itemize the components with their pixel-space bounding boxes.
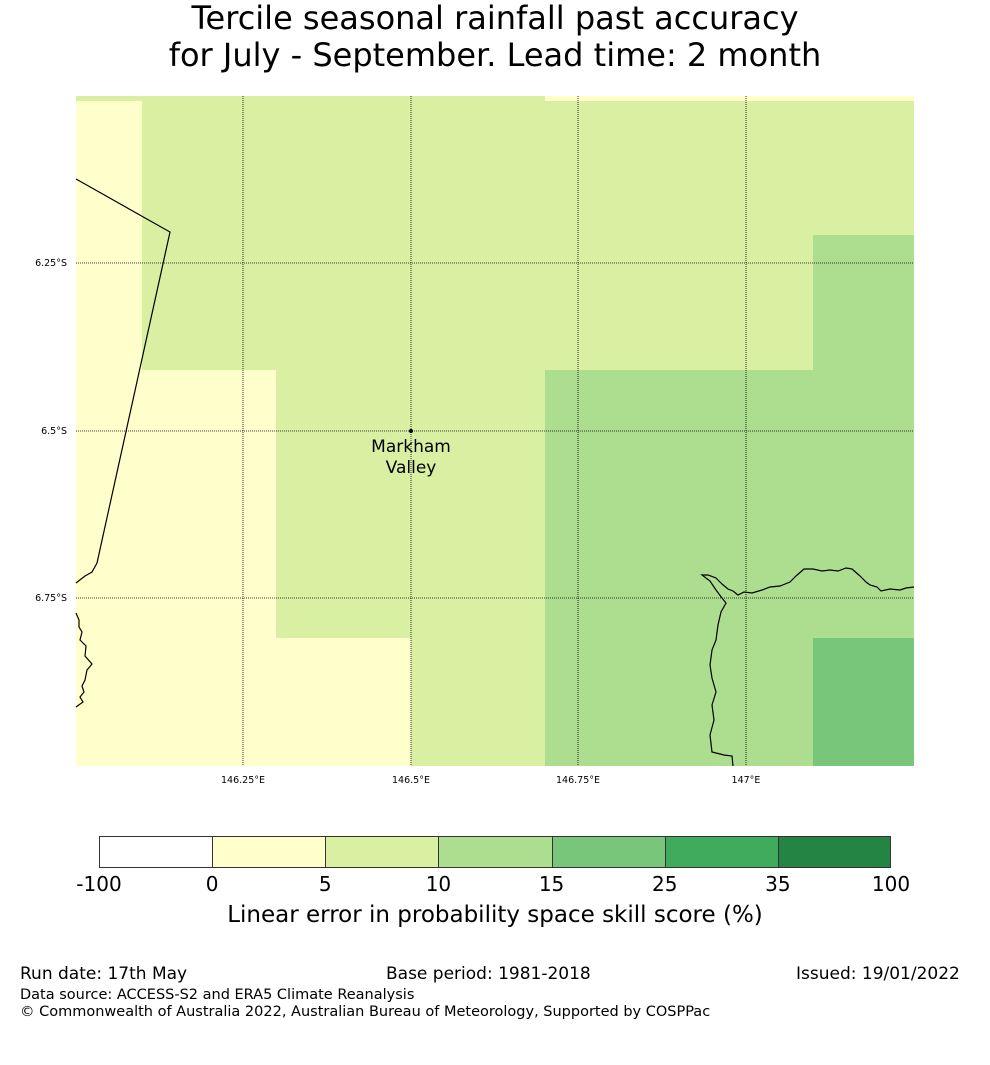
colorbar-tick-label: 15 — [538, 872, 565, 896]
title-line-1: Tercile seasonal rainfall past accuracy — [191, 0, 799, 37]
skill-cell — [142, 96, 276, 235]
skill-cell — [276, 370, 411, 504]
skill-map: Markham Valley 146.25°E 146.5°E 146.75°E 14… — [35, 96, 915, 786]
colorbar-tick-label: 5 — [318, 872, 332, 896]
skill-cell-edge — [76, 96, 142, 101]
colorbar-swatch — [664, 836, 778, 868]
skill-cell — [545, 504, 679, 638]
latitude-tick-label: 6.25°S — [35, 258, 67, 269]
longitude-tick-label: 146.75°E — [556, 775, 600, 786]
skill-cell — [76, 96, 142, 235]
skill-cell — [679, 96, 813, 235]
colorbar-tick-label: 35 — [765, 872, 791, 896]
coastline — [75, 178, 915, 767]
skill-cell — [76, 235, 142, 370]
run-date: Run date: 17th May — [20, 964, 188, 984]
location-marker: Markham Valley — [371, 429, 451, 478]
skill-cell — [813, 370, 914, 504]
skill-cell — [545, 638, 679, 766]
colorbar-tick-label: 10 — [425, 872, 452, 896]
title-line-2: for July - September. Lead time: 2 month — [168, 36, 822, 74]
skill-cell — [276, 235, 411, 370]
skill-cell — [142, 370, 276, 504]
axis-tick-labels: 146.25°E 146.5°E 146.75°E 147°E 6.25°S 6.5°S 6… — [35, 258, 760, 786]
colorbar-tick-label: 100 — [871, 872, 911, 896]
location-label-line-1: Markham — [371, 437, 451, 457]
skill-cell — [142, 504, 276, 638]
latitude-tick-label: 6.75°S — [35, 593, 67, 604]
skill-cell — [276, 638, 411, 766]
skill-cell — [545, 370, 679, 504]
skill-cell — [813, 96, 914, 235]
longitude-tick-label: 146.5°E — [392, 775, 430, 786]
colorbar-swatch — [212, 836, 326, 868]
skill-cell — [545, 96, 679, 235]
longitude-tick-label: 147°E — [732, 775, 761, 786]
skill-cell — [142, 235, 276, 370]
skill-cell — [76, 370, 142, 504]
location-label-line-2: Valley — [386, 458, 437, 478]
data-source: Data source: ACCESS-S2 and ERA5 Climate … — [20, 987, 415, 1003]
eastern-coast-line — [700, 567, 915, 767]
skill-cell — [813, 504, 914, 638]
latitude-tick-label: 6.5°S — [41, 426, 67, 437]
skill-cell — [813, 638, 914, 766]
colorbar-label: Linear error in probability space skill … — [227, 902, 763, 928]
western-coast-line — [75, 612, 93, 708]
skill-cell — [411, 638, 545, 766]
skill-cell — [411, 235, 545, 370]
skill-cell — [76, 504, 142, 638]
colorbar-swatch — [438, 836, 552, 868]
skill-cell — [76, 638, 142, 766]
skill-cell — [411, 96, 545, 235]
colorbar-tick-label: -100 — [76, 872, 122, 896]
colorbar-swatch — [551, 836, 665, 868]
western-border-line — [75, 178, 171, 584]
skill-cell — [142, 638, 276, 766]
colorbar-swatch — [777, 836, 891, 868]
skill-grid — [76, 96, 914, 766]
skill-cell — [813, 235, 914, 370]
longitude-tick-label: 146.25°E — [221, 775, 265, 786]
copyright-notice: © Commonwealth of Australia 2022, Austra… — [20, 1004, 711, 1020]
skill-cell — [411, 504, 545, 638]
skill-cell-edge — [545, 96, 914, 101]
map-title: Tercile seasonal rainfall past accuracy … — [0, 0, 990, 74]
issued-date: Issued: 19/01/2022 — [796, 964, 960, 984]
colorbar-swatch — [325, 836, 439, 868]
skill-cell — [276, 96, 411, 235]
skill-cell — [411, 370, 545, 504]
colorbar-tick-label: 25 — [651, 872, 678, 896]
colorbar-swatch — [99, 836, 213, 868]
base-period: Base period: 1981-2018 — [386, 964, 591, 984]
skill-cell — [276, 504, 411, 638]
skill-cell — [545, 235, 679, 370]
colorbar-tick-label: 0 — [205, 872, 219, 896]
